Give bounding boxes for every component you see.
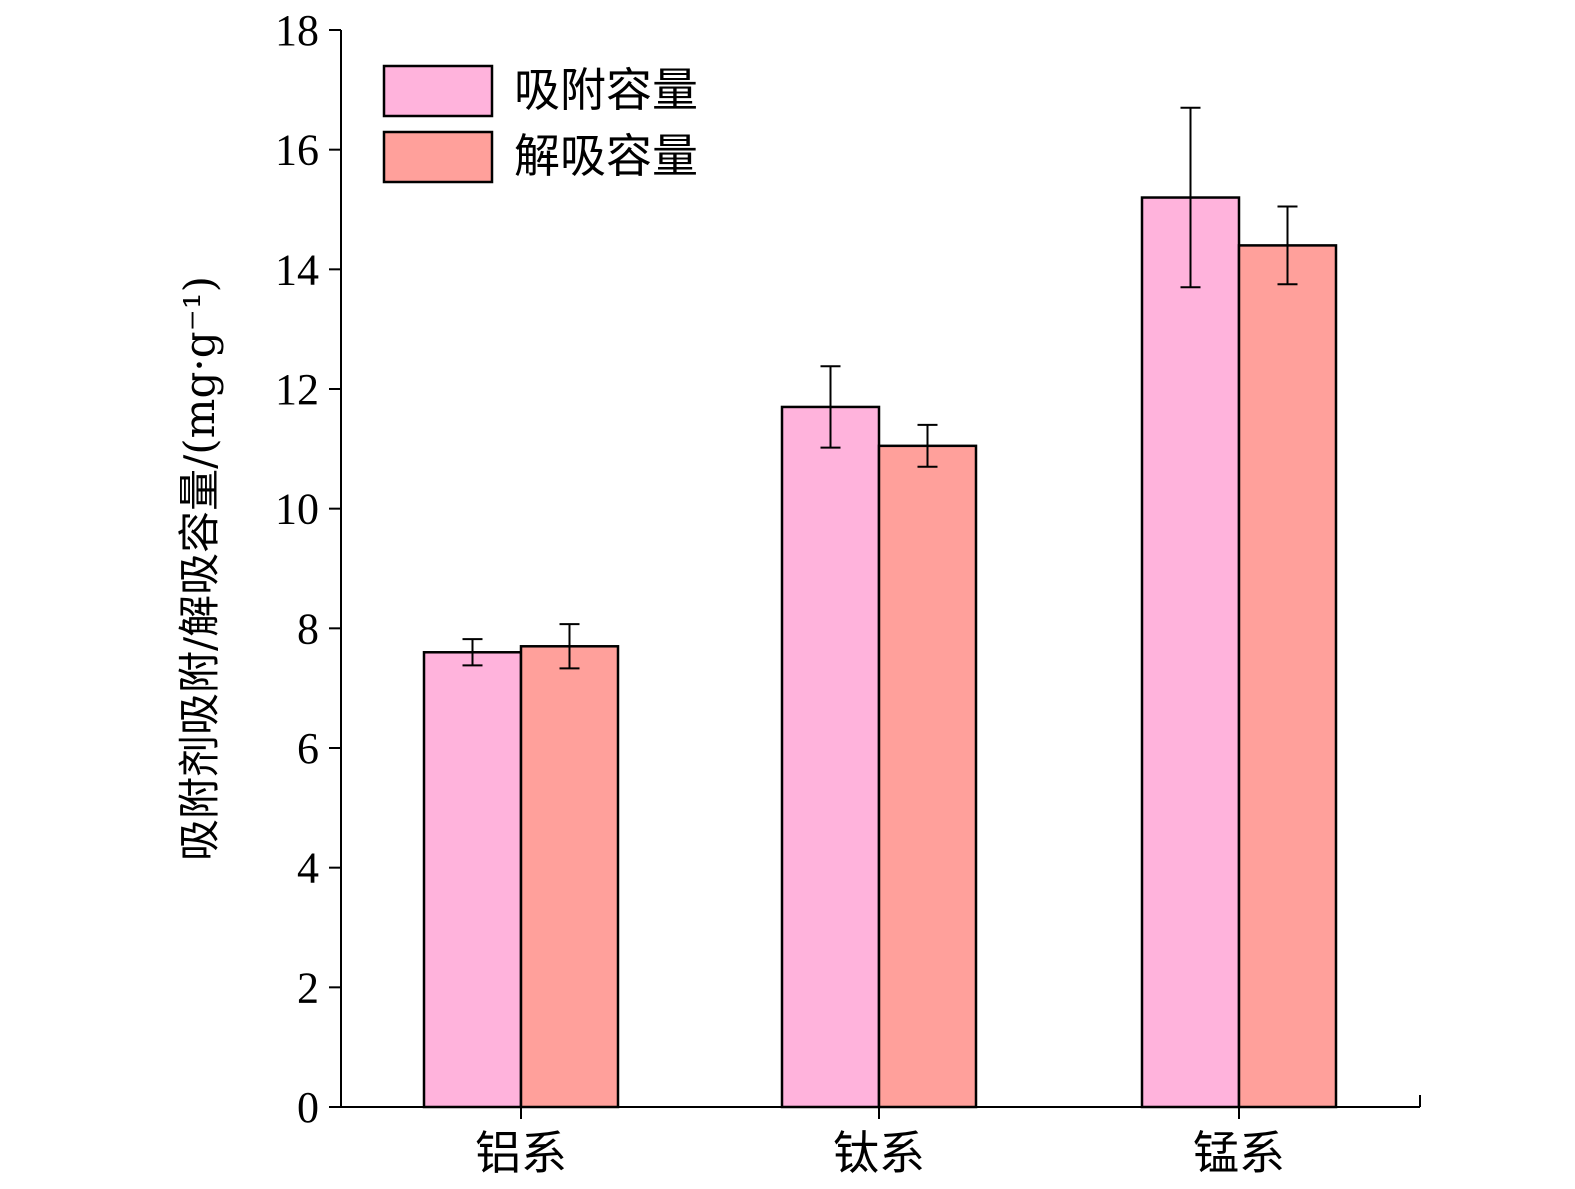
bar: [780, 405, 881, 1109]
x-tick-label: 钛系: [833, 1126, 925, 1180]
y-tick-label: 4: [297, 844, 319, 893]
y-tick-label: 18: [275, 6, 319, 55]
legend-swatch: [382, 130, 494, 184]
x-tick-label: 铝系: [475, 1126, 567, 1180]
legend-swatch: [382, 64, 494, 118]
legend-label: 吸附容量: [514, 63, 698, 117]
x-tick-label: 锰系: [1193, 1126, 1285, 1180]
bar: [422, 651, 523, 1109]
y-tick-label: 10: [275, 485, 319, 534]
bar: [519, 645, 620, 1109]
y-tick-label: 0: [297, 1083, 319, 1132]
error-bars: [462, 106, 1298, 670]
bar: [1237, 244, 1338, 1109]
y-tick-label: 12: [275, 365, 319, 414]
y-tick-label: 2: [297, 963, 319, 1012]
bar: [877, 444, 978, 1109]
y-tick-label: 6: [297, 724, 319, 773]
y-tick-label: 14: [275, 245, 319, 294]
y-tick-label: 16: [275, 126, 319, 175]
y-tick-label: 8: [297, 604, 319, 653]
y-axis-label: 吸附剂吸附/解吸容量/(mg·g⁻¹): [175, 276, 224, 861]
bars: [422, 196, 1338, 1109]
bar: [1140, 196, 1241, 1109]
legend-label: 解吸容量: [514, 129, 698, 183]
axis-labels: 0 2 4 6 8 10 12 14 16 18 铝系 钛系 锰系 吸附剂吸附/解吸容量/(mg·g⁻¹): [175, 6, 1285, 1180]
